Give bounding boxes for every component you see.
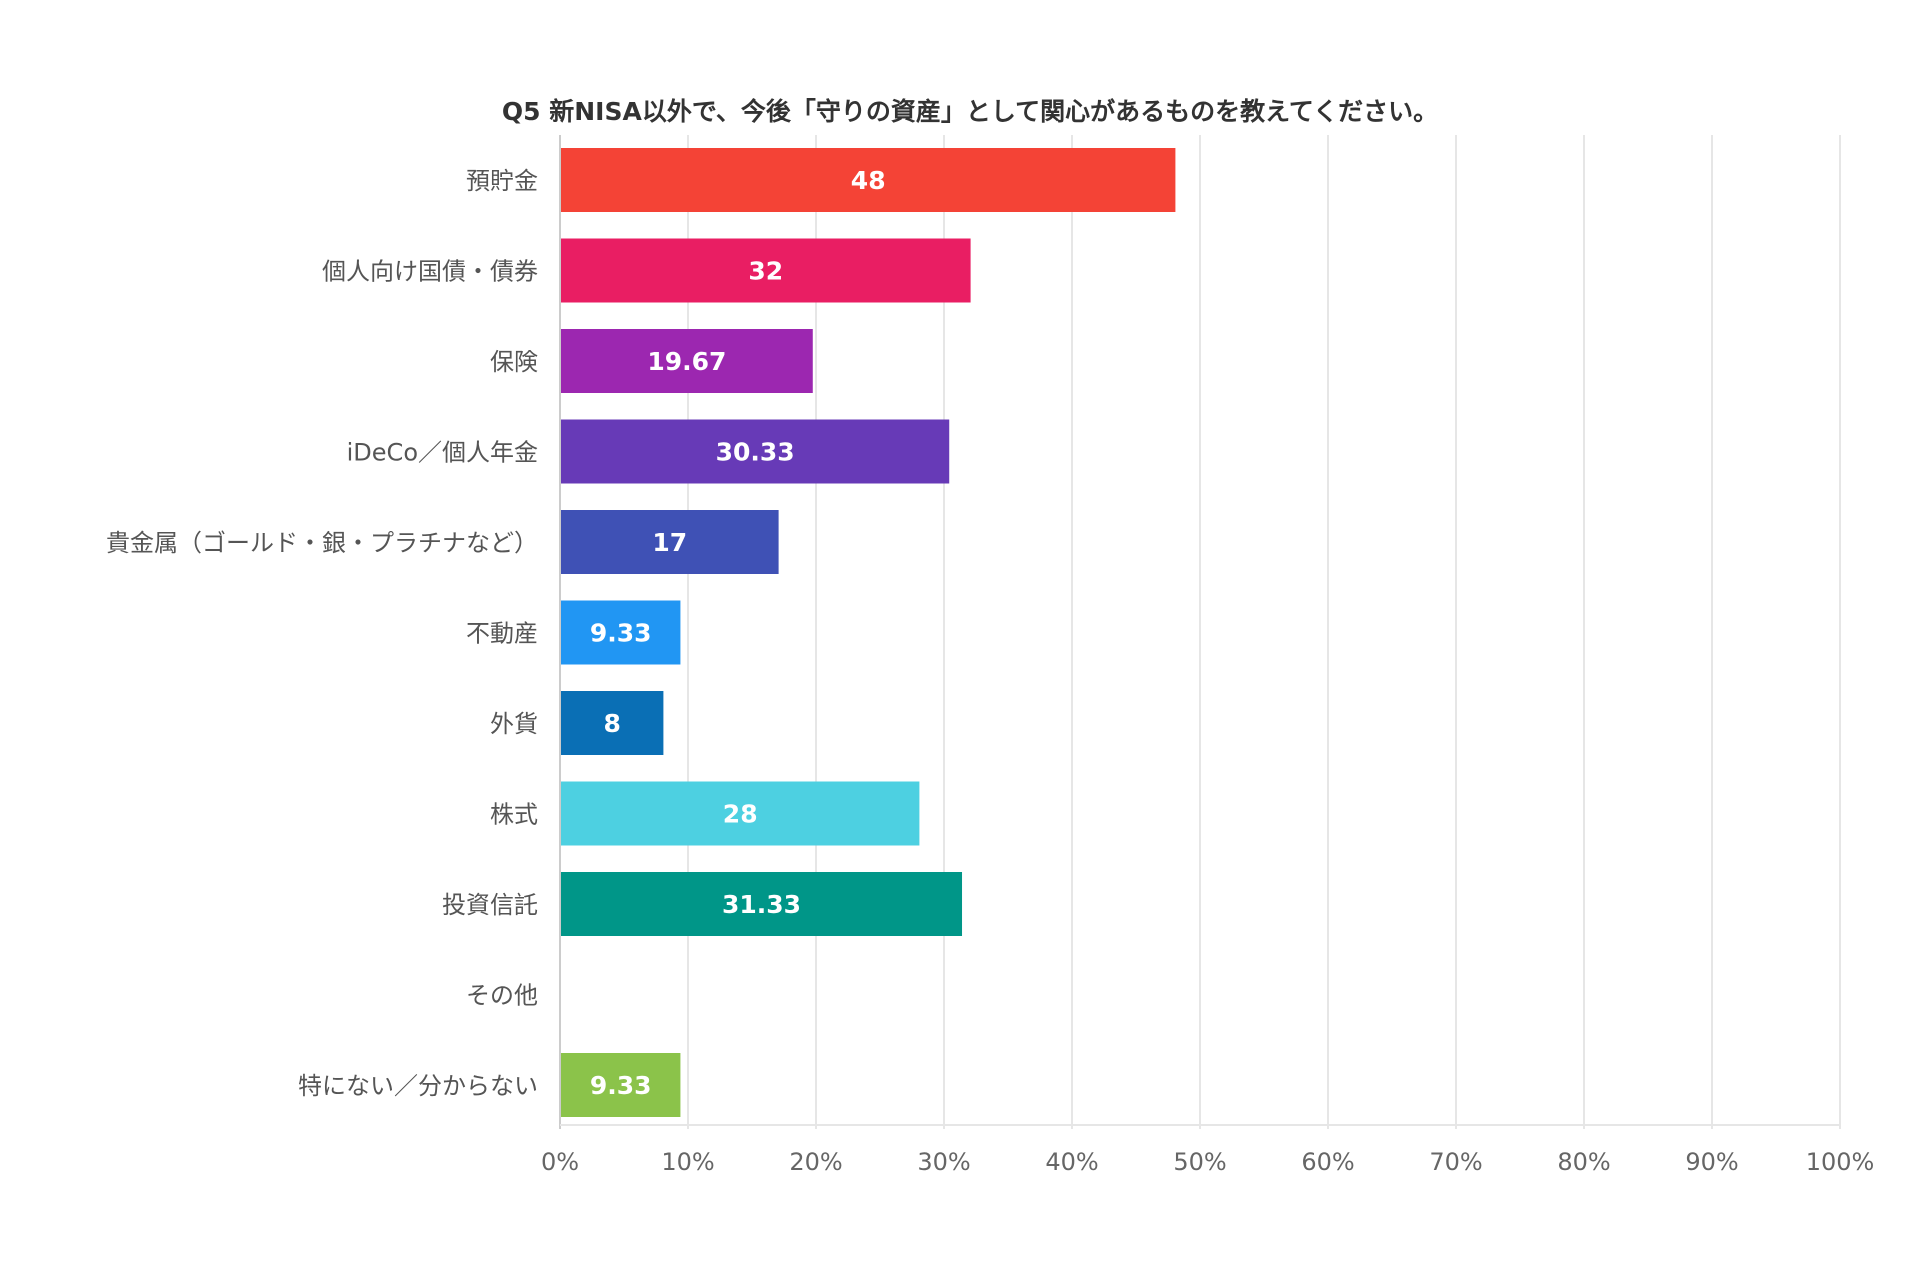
x-tick-label-70: 70% xyxy=(1429,1148,1482,1176)
bar[interactable] xyxy=(561,148,1176,212)
data-label: 31.33 xyxy=(722,890,801,919)
x-tick-label-30: 30% xyxy=(917,1148,970,1176)
data-label: 17 xyxy=(652,528,687,557)
category-label: iDeCo／個人年金 xyxy=(347,439,538,467)
category-label: 外貨 xyxy=(490,710,538,738)
category-label: 個人向け国債・債券 xyxy=(322,258,538,286)
category-label: 株式 xyxy=(490,801,538,829)
x-tick-label-10: 10% xyxy=(661,1148,714,1176)
bar[interactable] xyxy=(561,600,681,665)
bar[interactable] xyxy=(561,1053,681,1117)
category-label: 不動産 xyxy=(466,620,538,648)
data-label: 8 xyxy=(603,709,620,738)
bar[interactable] xyxy=(561,781,920,846)
category-label: 預貯金 xyxy=(466,167,538,195)
data-label: 9.33 xyxy=(590,619,652,648)
category-label: 保険 xyxy=(490,348,538,376)
data-label: 28 xyxy=(723,800,758,829)
category-label: 貴金属（ゴールド・銀・プラチナなど） xyxy=(106,529,538,557)
data-label: 48 xyxy=(851,166,886,195)
category-label: 特にない／分からない xyxy=(298,1072,538,1100)
data-label: 9.33 xyxy=(590,1071,652,1100)
chart-title: Q5 新NISA以外で、今後「守りの資産」として関心があるものを教えてください。 xyxy=(502,97,1438,126)
bar[interactable] xyxy=(561,238,971,303)
x-tick-label-100: 100% xyxy=(1806,1148,1875,1176)
data-label: 30.33 xyxy=(716,438,795,467)
x-tick-label-60: 60% xyxy=(1301,1148,1354,1176)
data-label: 32 xyxy=(748,257,783,286)
bar[interactable] xyxy=(561,510,779,574)
x-tick-label-90: 90% xyxy=(1685,1148,1738,1176)
x-tick-label-20: 20% xyxy=(789,1148,842,1176)
category-label: その他 xyxy=(466,982,538,1010)
x-tick-labels: 0% 10% 20% 30% 40% 50% 60% 70% 80% 90% 100% xyxy=(541,1148,1874,1176)
data-labels: 48 32 19.67 30.33 17 9.33 8 28 31.33 9.33 xyxy=(590,166,886,1100)
x-tick-label-0: 0% xyxy=(541,1148,579,1176)
bar[interactable] xyxy=(561,872,963,936)
category-label: 投資信託 xyxy=(442,891,538,919)
x-tick-label-50: 50% xyxy=(1173,1148,1226,1176)
x-tick-label-40: 40% xyxy=(1045,1148,1098,1176)
bar[interactable] xyxy=(561,419,950,484)
data-label: 19.67 xyxy=(647,347,726,376)
bars-layer xyxy=(561,148,1176,1117)
bar[interactable] xyxy=(561,691,664,755)
bar[interactable] xyxy=(561,329,813,393)
x-tick-label-80: 80% xyxy=(1557,1148,1610,1176)
